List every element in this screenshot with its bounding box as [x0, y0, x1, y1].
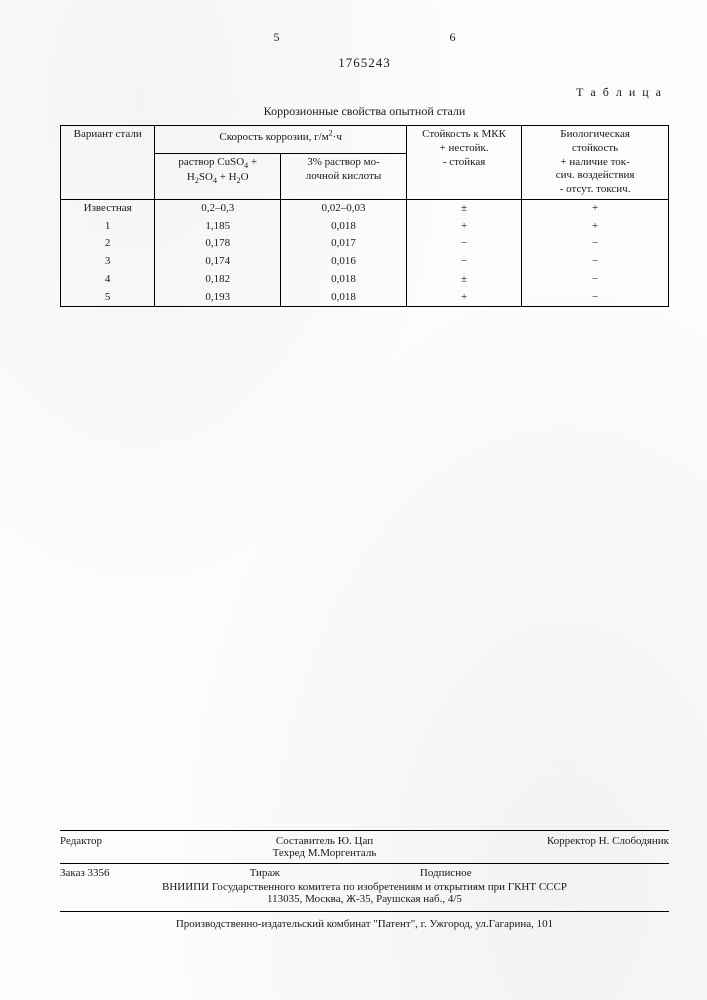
footer-tech: Техред М.Моргенталь	[273, 847, 377, 859]
data-table: Вариант стали Скорость коррозии, г/м2·ч …	[60, 125, 669, 307]
footer-org: ВНИИПИ Государственного комитета по изоб…	[60, 879, 669, 912]
cell-sol1: 0,182	[155, 271, 281, 289]
table-label: Т а б л и ц а	[60, 85, 669, 100]
footer-subscr: Подписное	[420, 867, 472, 879]
footer-compiler: Составитель Ю. Цап	[273, 835, 377, 847]
cell-sol2: 0,018	[281, 271, 407, 289]
table-row: 4 0,182 0,018 ± −	[61, 271, 669, 289]
table-row: 1 1,185 0,018 + +	[61, 218, 669, 236]
footer: Редактор Составитель Ю. Цап Техред М.Мор…	[60, 830, 669, 930]
footer-order: Заказ 3356	[60, 867, 110, 879]
cell-sol2: 0,018	[281, 218, 407, 236]
table-row: Известная 0,2–0,3 0,02–0,03 ± +	[61, 199, 669, 217]
cell-variant: Известная	[61, 199, 155, 217]
page-number-left: 5	[274, 30, 280, 45]
cell-bio: +	[522, 218, 669, 236]
footer-org-line2: 113035, Москва, Ж-35, Раушская наб., 4/5	[60, 893, 669, 905]
cell-bio: −	[522, 253, 669, 271]
patent-number: 1765243	[60, 55, 669, 71]
cell-variant: 4	[61, 271, 155, 289]
cell-sol1: 0,174	[155, 253, 281, 271]
cell-sol1: 0,178	[155, 235, 281, 253]
footer-org-line1: ВНИИПИ Государственного комитета по изоб…	[60, 881, 669, 893]
table-title: Коррозионные свойства опытной стали	[60, 104, 669, 119]
cell-mkk: ±	[406, 199, 521, 217]
cell-mkk: +	[406, 218, 521, 236]
th-speed-group: Скорость коррозии, г/м2·ч	[155, 126, 407, 154]
th-mkk: Стойкость к МКК+ нестойк.- стойкая	[406, 126, 521, 200]
footer-mid: Заказ 3356 Тираж Подписное	[60, 864, 669, 879]
th-sol1: раствор CuSO4 +H2SO4 + H2O	[155, 153, 281, 199]
cell-bio: +	[522, 199, 669, 217]
cell-variant: 3	[61, 253, 155, 271]
th-speed-group-text: Скорость коррозии, г/м2·ч	[219, 131, 342, 143]
cell-bio: −	[522, 289, 669, 307]
page-numbers: 5 6	[60, 30, 669, 45]
cell-sol1: 1,185	[155, 218, 281, 236]
cell-bio: −	[522, 235, 669, 253]
table-row: 5 0,193 0,018 + −	[61, 289, 669, 307]
cell-mkk: −	[406, 253, 521, 271]
th-bio: Биологическаястойкость+ наличие ток-сич.…	[522, 126, 669, 200]
footer-editor: Редактор	[60, 835, 102, 859]
cell-sol2: 0,02–0,03	[281, 199, 407, 217]
cell-sol1: 0,2–0,3	[155, 199, 281, 217]
footer-top: Редактор Составитель Ю. Цап Техред М.Мор…	[60, 830, 669, 864]
cell-bio: −	[522, 271, 669, 289]
footer-bottom: Производственно-издательский комбинат "П…	[60, 912, 669, 930]
cell-sol2: 0,017	[281, 235, 407, 253]
cell-mkk: +	[406, 289, 521, 307]
cell-variant: 2	[61, 235, 155, 253]
cell-variant: 1	[61, 218, 155, 236]
page-number-right: 6	[450, 30, 456, 45]
th-variant: Вариант стали	[61, 126, 155, 200]
cell-sol2: 0,016	[281, 253, 407, 271]
cell-mkk: ±	[406, 271, 521, 289]
cell-variant: 5	[61, 289, 155, 307]
table-row: 3 0,174 0,016 − −	[61, 253, 669, 271]
cell-mkk: −	[406, 235, 521, 253]
cell-sol1: 0,193	[155, 289, 281, 307]
footer-tirazh: Тираж	[250, 867, 280, 879]
table-row: 2 0,178 0,017 − −	[61, 235, 669, 253]
page: 5 6 1765243 Т а б л и ц а Коррозионные с…	[0, 0, 707, 1000]
footer-corrector: Корректор Н. Слободяник	[547, 835, 669, 859]
table-body: Известная 0,2–0,3 0,02–0,03 ± + 1 1,185 …	[61, 199, 669, 307]
cell-sol2: 0,018	[281, 289, 407, 307]
th-sol2: 3% раствор мо-лочной кислоты	[281, 153, 407, 199]
